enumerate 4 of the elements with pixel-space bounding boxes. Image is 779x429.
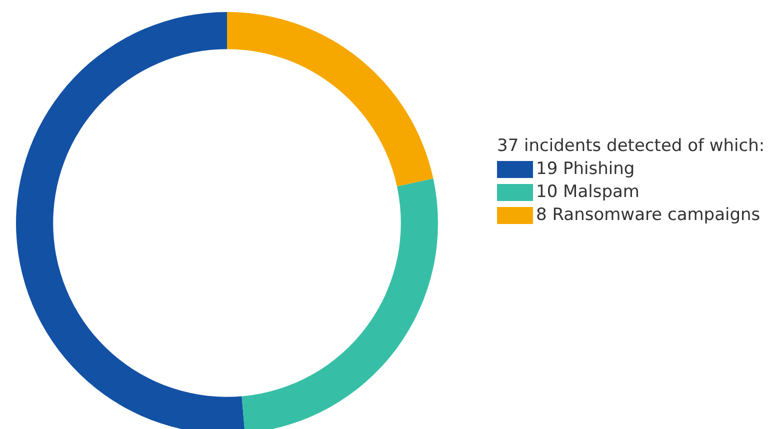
legend-label: 19 Phishing: [536, 158, 635, 181]
legend-label: 8 Ransomware campaigns: [536, 204, 760, 227]
legend-title: 37 incidents detected of which:: [497, 135, 765, 158]
legend-label: 10 Malspam: [536, 181, 640, 204]
